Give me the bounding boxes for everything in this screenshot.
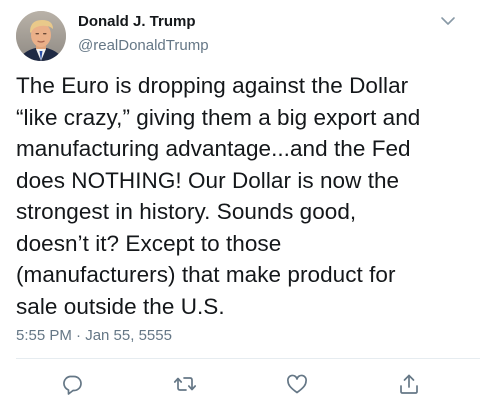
reply-icon[interactable] <box>60 372 84 396</box>
avatar[interactable] <box>16 11 66 61</box>
tweet-text: The Euro is dropping against the Dollar … <box>16 73 421 319</box>
author-handle[interactable]: @realDonaldTrump <box>78 37 209 54</box>
tweet-timestamp[interactable]: 5:55 PM · Jan 55, 5555 <box>16 327 172 344</box>
chevron-down-icon[interactable] <box>440 14 456 28</box>
author-name[interactable]: Donald J. Trump <box>78 13 196 30</box>
divider <box>16 358 480 359</box>
tweet-actions <box>0 372 480 398</box>
share-icon[interactable] <box>397 372 421 396</box>
retweet-icon[interactable] <box>173 372 197 396</box>
heart-icon[interactable] <box>285 372 309 396</box>
